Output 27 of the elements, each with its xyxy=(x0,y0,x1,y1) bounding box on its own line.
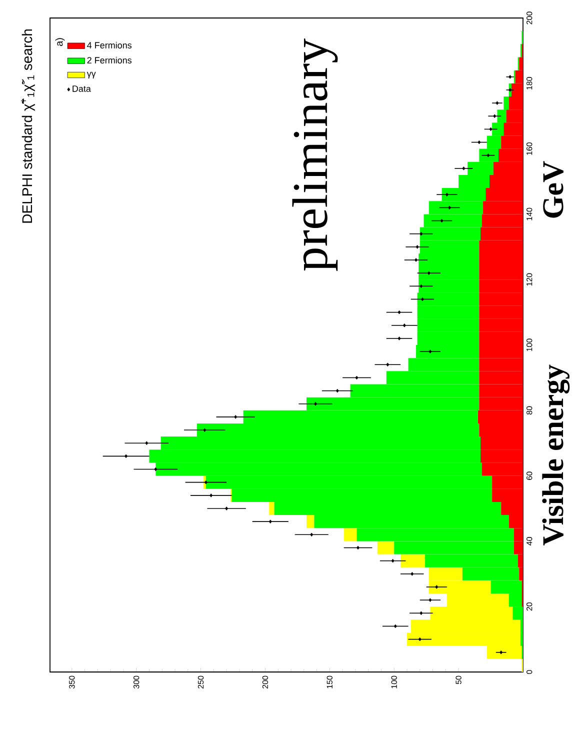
y-tick-label: 60 xyxy=(526,472,532,480)
y-tick-label: 40 xyxy=(526,537,532,546)
legend-label: γγ xyxy=(86,72,96,78)
legend-label: 4 Fermions xyxy=(87,42,132,48)
y-axis-title: Visible energy xyxy=(542,364,570,546)
y-tick-label: 140 xyxy=(526,208,532,220)
y-tick-label: 160 xyxy=(526,142,532,155)
y-tick-label: 180 xyxy=(526,77,532,90)
x-tick-label: 100 xyxy=(391,676,397,688)
y-tick-label: 120 xyxy=(526,273,532,286)
x-tick-label: 200 xyxy=(262,676,268,688)
x-tick-label: 250 xyxy=(198,676,204,688)
y-tick-label: 100 xyxy=(526,338,532,352)
legend-label: 2 Fermions xyxy=(87,56,132,64)
y-tick-label: 0 xyxy=(526,670,532,674)
x-tick-label: 150 xyxy=(326,676,332,688)
text: DELPHI standard χ̃$^{+}$$_{1}$χ̃$^{-}$$_{1}$ search xyxy=(21,29,35,223)
annotation: a) xyxy=(55,38,65,46)
y-tick-label: 200 xyxy=(526,12,532,24)
x-tick-label: 300 xyxy=(134,676,140,689)
x-tick-label: 50 xyxy=(456,676,462,684)
legend-label: Data xyxy=(72,86,91,92)
x-tick-label: 350 xyxy=(69,676,75,689)
text: GeV xyxy=(543,161,564,218)
annotation: preliminary xyxy=(292,38,338,271)
y-tick-label: 80 xyxy=(526,406,532,415)
y-tick-label: 20 xyxy=(526,602,532,611)
